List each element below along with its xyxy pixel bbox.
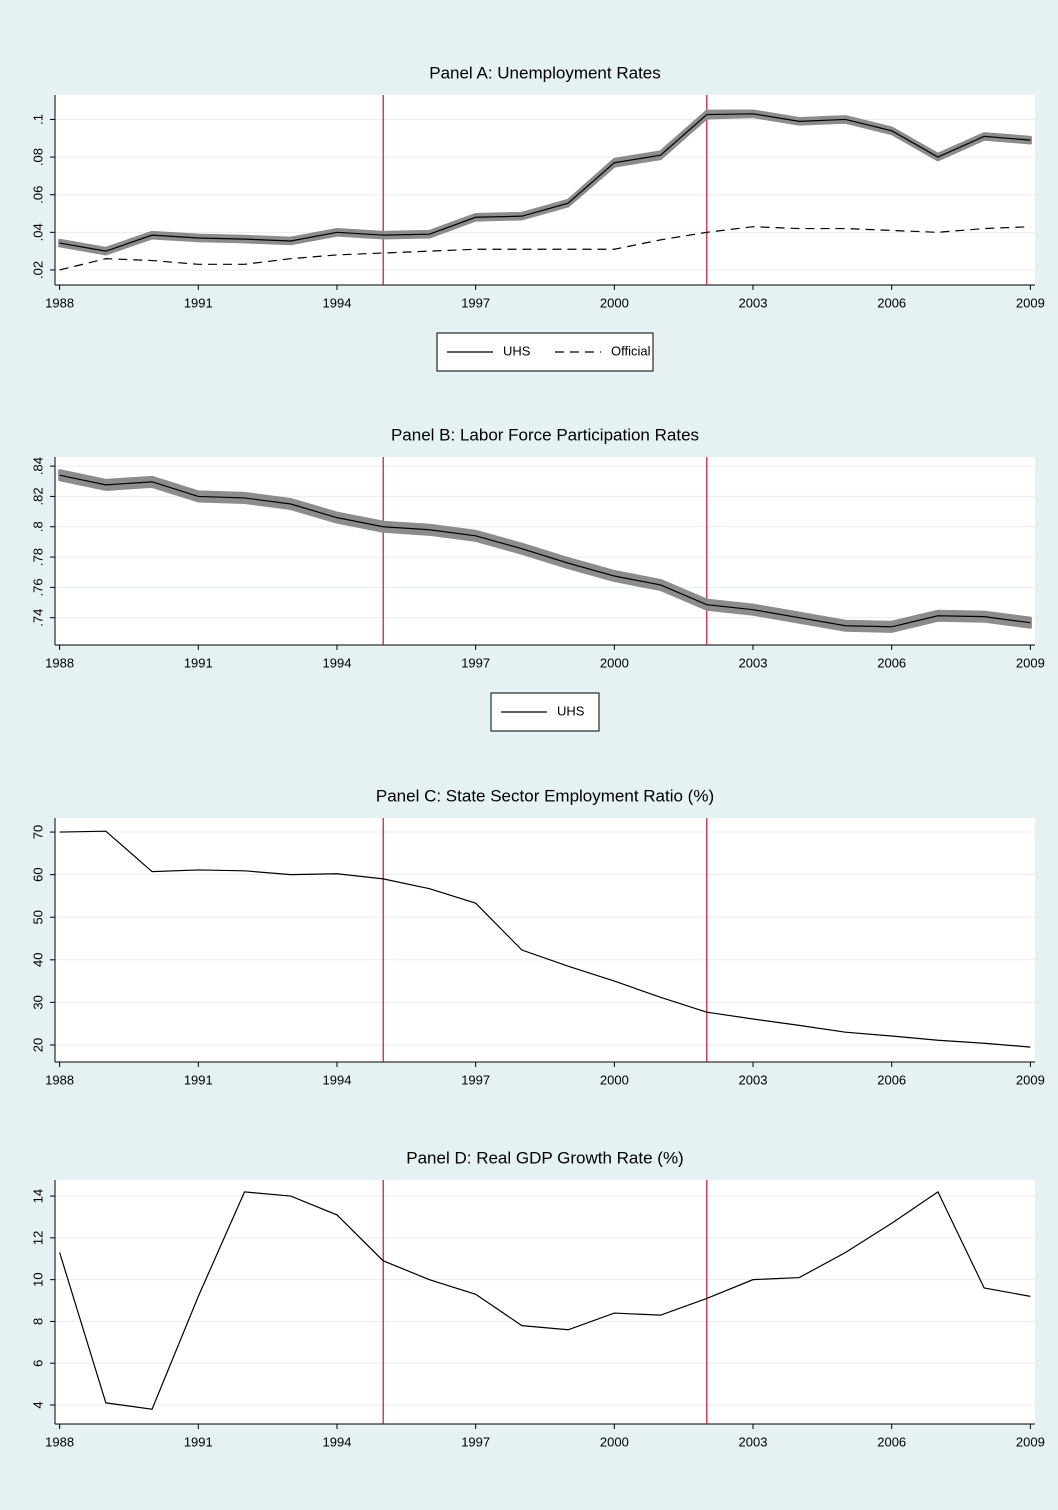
x-tick-label: 1997 [461, 1434, 490, 1449]
x-tick-label: 2006 [877, 1072, 906, 1087]
legend-label: Official [611, 343, 651, 358]
x-tick-label: 1997 [461, 295, 490, 310]
y-tick-label: 8 [30, 1318, 45, 1325]
y-tick-label: .08 [30, 148, 45, 166]
y-tick-label: .76 [30, 578, 45, 596]
y-tick-label: 14 [30, 1189, 45, 1203]
x-tick-label: 1988 [45, 1072, 74, 1087]
x-tick-label: 2006 [877, 1434, 906, 1449]
y-tick-label: .78 [30, 548, 45, 566]
confidence-band [58, 469, 1032, 633]
x-tick-label: 1991 [184, 1072, 213, 1087]
chart-title: Panel A: Unemployment Rates [429, 63, 661, 82]
plot-area [55, 95, 1035, 285]
x-tick-label: 1997 [461, 1072, 490, 1087]
x-tick-label: 2006 [877, 295, 906, 310]
confidence-band [58, 109, 1032, 256]
x-tick-label: 1994 [323, 1434, 352, 1449]
x-tick-label: 2000 [600, 295, 629, 310]
x-tick-label: 2000 [600, 655, 629, 670]
y-tick-label: .1 [30, 114, 45, 125]
y-tick-label: 70 [30, 825, 45, 839]
y-tick-label: 50 [30, 910, 45, 924]
chart-title: Panel C: State Sector Employment Ratio (… [376, 786, 714, 805]
y-tick-label: .02 [30, 261, 45, 279]
x-tick-label: 2003 [739, 295, 768, 310]
y-tick-label: 60 [30, 867, 45, 881]
x-tick-label: 2009 [1016, 295, 1045, 310]
legend-label: UHS [503, 343, 531, 358]
x-tick-label: 1997 [461, 655, 490, 670]
legend-label: UHS [557, 703, 585, 718]
x-tick-label: 2000 [600, 1434, 629, 1449]
y-tick-label: .8 [30, 521, 45, 532]
x-tick-label: 2003 [739, 655, 768, 670]
plot-area [55, 1180, 1035, 1424]
x-tick-label: 1994 [323, 655, 352, 670]
x-tick-label: 2000 [600, 1072, 629, 1087]
plot-area [55, 818, 1035, 1062]
x-tick-label: 1991 [184, 295, 213, 310]
series-line [59, 226, 1031, 271]
x-tick-label: 1994 [323, 1072, 352, 1087]
y-tick-label: 20 [30, 1038, 45, 1052]
x-tick-label: 1991 [184, 655, 213, 670]
y-tick-label: .82 [30, 487, 45, 505]
x-tick-label: 2009 [1016, 1072, 1045, 1087]
x-tick-label: 1994 [323, 295, 352, 310]
x-tick-label: 2009 [1016, 1434, 1045, 1449]
y-tick-label: 10 [30, 1272, 45, 1286]
x-tick-label: 2003 [739, 1072, 768, 1087]
x-tick-label: 1988 [45, 655, 74, 670]
y-tick-label: .84 [30, 457, 45, 475]
x-tick-label: 2003 [739, 1434, 768, 1449]
x-tick-label: 2009 [1016, 655, 1045, 670]
series-line [59, 474, 1031, 628]
chart-title: Panel D: Real GDP Growth Rate (%) [406, 1148, 683, 1167]
series-line [59, 1191, 1031, 1410]
y-tick-label: 6 [30, 1360, 45, 1367]
x-tick-label: 1991 [184, 1434, 213, 1449]
y-tick-label: 12 [30, 1231, 45, 1245]
x-tick-label: 2006 [877, 655, 906, 670]
y-tick-label: 4 [30, 1401, 45, 1408]
chart-title: Panel B: Labor Force Participation Rates [391, 425, 699, 444]
y-tick-label: .06 [30, 186, 45, 204]
y-tick-label: .04 [30, 223, 45, 241]
y-tick-label: 40 [30, 953, 45, 967]
y-tick-label: .74 [30, 609, 45, 627]
series-line [59, 113, 1031, 252]
x-tick-label: 1988 [45, 295, 74, 310]
x-tick-label: 1988 [45, 1434, 74, 1449]
y-tick-label: 30 [30, 995, 45, 1009]
series-line [59, 830, 1031, 1048]
